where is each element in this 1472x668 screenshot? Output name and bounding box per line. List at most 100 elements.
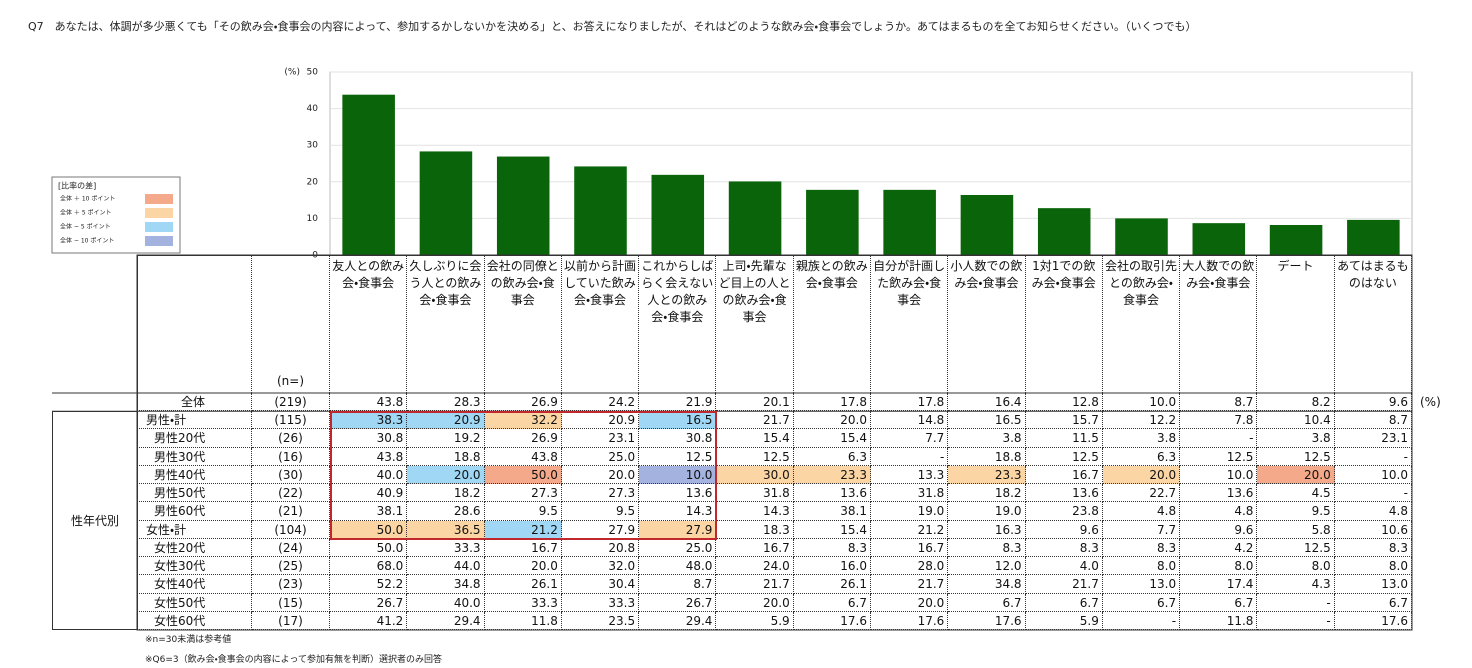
table-cell: 34.8 — [948, 575, 1026, 594]
table-cell: 3.8 — [1257, 429, 1335, 448]
table-cell: 13.6 — [1180, 484, 1258, 503]
table-cell: 6.7 — [1102, 593, 1181, 612]
table-cell: 24.0 — [716, 557, 794, 576]
table-cell: 12.5 — [1025, 447, 1103, 466]
row-n: (23) — [252, 575, 330, 594]
table-cell: 33.3 — [407, 538, 485, 558]
table-cell: - — [1257, 593, 1335, 612]
table-cell: 16.7 — [484, 538, 562, 558]
table-cell: 27.3 — [561, 484, 640, 503]
table-cell: 9.6 — [1334, 393, 1412, 412]
bar — [342, 94, 395, 255]
highlight-box — [330, 411, 718, 540]
legend-label: 全体 − 5 ポイント — [60, 223, 111, 231]
table-cell: 17.6 — [1334, 611, 1412, 630]
row-label: 全体 — [137, 393, 252, 412]
table-cell: 15.4 — [793, 429, 871, 448]
table-cell: - — [871, 447, 949, 466]
table-cell: 11.5 — [1025, 429, 1103, 448]
y-tick-label: 50 — [307, 68, 319, 78]
table-cell: 4.3 — [1257, 575, 1335, 594]
table-cell: 24.2 — [561, 393, 640, 412]
table-cell: 8.7 — [639, 575, 717, 594]
table-cell: 8.7 — [1334, 411, 1412, 430]
table-cell: 26.7 — [330, 593, 408, 612]
table-cell: 6.3 — [793, 447, 871, 466]
legend-label: 全体 ＋ 10 ポイント — [60, 195, 115, 203]
column-header: デート — [1257, 255, 1335, 393]
row-label: 女性50代 — [137, 593, 252, 612]
table-cell: 16.4 — [948, 393, 1026, 412]
table-cell: 14.8 — [871, 411, 949, 430]
table-cell: 20.9 — [407, 411, 485, 430]
column-header: 以前から計画していた飲み会・食事会 — [561, 255, 640, 393]
table-cell: 6.7 — [1025, 593, 1103, 612]
table-cell: 17.4 — [1180, 575, 1258, 594]
legend-swatch — [145, 222, 173, 232]
table-cell: 16.7 — [716, 538, 794, 558]
table-cell: 40.0 — [407, 593, 485, 612]
table-cell: 38.1 — [793, 502, 871, 521]
table-cell: 38.3 — [330, 411, 408, 430]
table-cell: 32.0 — [561, 557, 640, 576]
table-cell: 15.4 — [716, 429, 794, 448]
table-cell: 32.2 — [484, 411, 562, 430]
table-cell: 12.2 — [1102, 411, 1181, 430]
table-cell: 21.7 — [871, 575, 949, 594]
bar — [651, 174, 705, 255]
table-cell: 20.0 — [407, 465, 485, 485]
table-cell: 9.6 — [1180, 520, 1258, 539]
table-cell: 26.7 — [639, 593, 717, 612]
table-cell: 30.8 — [330, 429, 408, 448]
table-cell: 8.2 — [1257, 393, 1335, 412]
bar — [806, 189, 859, 255]
table-cell: 25.0 — [561, 447, 640, 466]
table-cell: 20.0 — [561, 465, 640, 485]
bar — [728, 181, 782, 255]
table-cell: 13.6 — [793, 484, 871, 503]
y-tick-label: 40 — [307, 104, 319, 114]
table-cell: 18.2 — [407, 484, 485, 503]
column-header: 自分が計画した飲み会・食事会 — [871, 255, 949, 393]
table-cell: 16.0 — [793, 557, 871, 576]
table-cell: 44.0 — [407, 557, 485, 576]
y-tick-label: 30 — [307, 141, 319, 151]
table-cell: 52.2 — [330, 575, 408, 594]
row-label: 女性・計 — [137, 520, 252, 539]
table-cell: 28.6 — [407, 502, 485, 521]
column-header: 久しぶりに会う人との飲み会・食事会 — [407, 255, 485, 393]
table-cell: 18.2 — [948, 484, 1026, 503]
table-cell: 9.6 — [1025, 520, 1103, 539]
table-cell: 6.7 — [793, 593, 871, 612]
row-n: (30) — [252, 465, 330, 485]
table-cell: 18.8 — [948, 447, 1026, 466]
table-cell: 11.8 — [1180, 611, 1258, 630]
table-cell: 41.2 — [330, 611, 408, 630]
table-cell: 10.0 — [1180, 465, 1258, 485]
table-cell: 28.0 — [871, 557, 949, 576]
table-cell: 31.8 — [716, 484, 794, 503]
table-cell: 34.8 — [407, 575, 485, 594]
column-header: あてはまるものはない — [1334, 255, 1412, 393]
row-label: 女性40代 — [137, 575, 252, 594]
table-cell: 13.3 — [871, 465, 949, 485]
table-cell: 21.9 — [639, 393, 717, 412]
legend-swatch — [145, 236, 173, 246]
table-cell: 16.7 — [1025, 465, 1103, 485]
table-cell: 4.5 — [1257, 484, 1335, 503]
table-cell: 8.0 — [1102, 557, 1181, 576]
table-cell: 26.1 — [793, 575, 871, 594]
table-cell: 5.9 — [1025, 611, 1103, 630]
table-cell: 10.0 — [1102, 393, 1181, 412]
table-cell: 28.3 — [407, 393, 485, 412]
table-cell: 4.0 — [1025, 557, 1103, 576]
table-cell: 8.0 — [1334, 557, 1412, 576]
table-cell: 21.7 — [716, 411, 794, 430]
bar — [1192, 223, 1246, 255]
table-cell: 36.5 — [407, 520, 485, 539]
row-n: (26) — [252, 429, 330, 448]
bar — [1347, 219, 1400, 255]
table-cell: 17.6 — [793, 611, 871, 630]
table-cell: 12.8 — [1025, 393, 1103, 412]
table-cell: 9.5 — [484, 502, 562, 521]
